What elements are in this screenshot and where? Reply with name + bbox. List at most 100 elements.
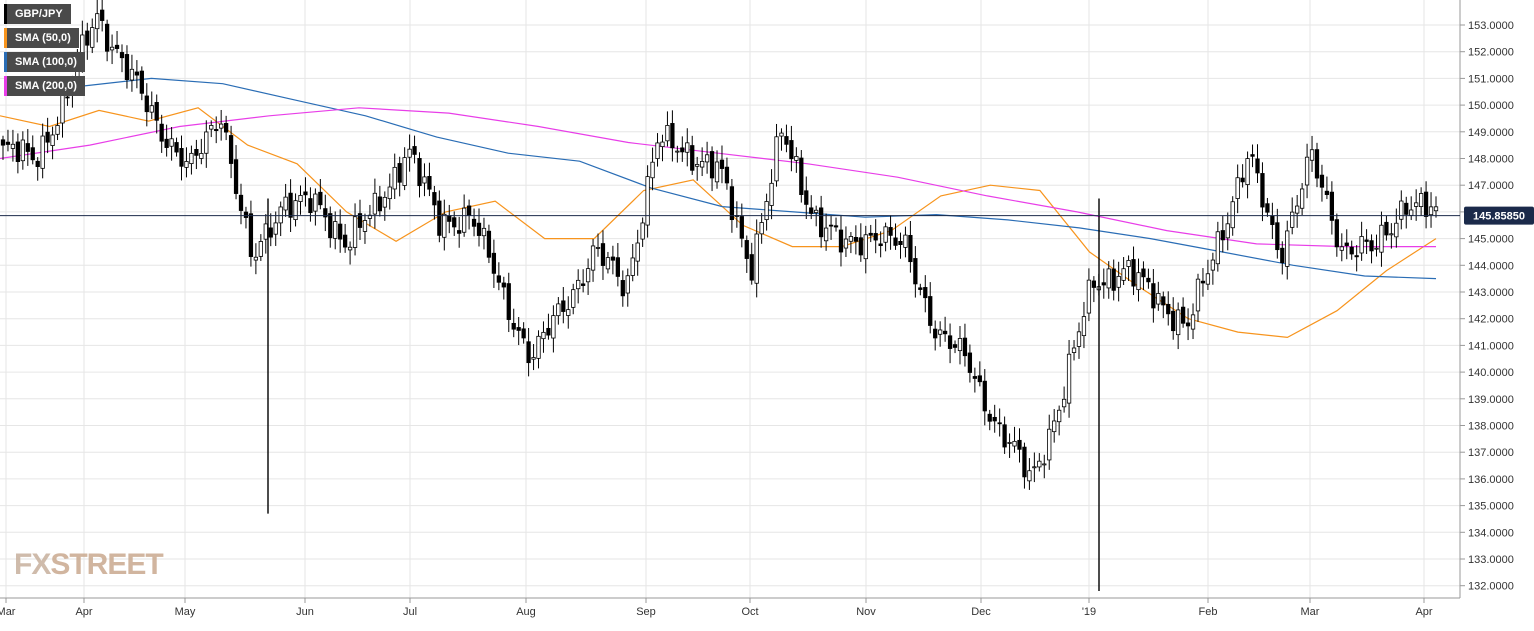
candle — [104, 19, 110, 62]
candle-body — [1314, 149, 1320, 179]
candle-body — [893, 237, 898, 246]
candle-body — [759, 222, 764, 235]
candle — [645, 165, 650, 238]
candle — [1295, 194, 1300, 228]
candle — [338, 209, 343, 253]
candle-body — [471, 218, 477, 227]
candle-body — [1240, 177, 1245, 183]
candle — [481, 217, 487, 250]
candle-body — [863, 234, 868, 260]
candle — [1171, 297, 1176, 340]
candle-body — [466, 205, 472, 216]
x-tick-label: Apr — [1415, 606, 1432, 618]
candle-body — [1205, 273, 1211, 285]
candle-body — [144, 95, 149, 113]
candle-body — [541, 331, 546, 340]
candle-body — [204, 131, 209, 154]
candle — [1280, 241, 1285, 275]
candle — [1126, 255, 1131, 281]
candle — [779, 128, 784, 151]
candle — [1260, 162, 1265, 222]
candle — [184, 147, 189, 178]
candle — [15, 133, 21, 174]
candle-body — [1141, 268, 1146, 278]
candle-body — [303, 191, 308, 196]
y-tick-label: 145.0000 — [1468, 234, 1514, 246]
candle — [1255, 144, 1260, 184]
candle — [823, 213, 829, 251]
candle — [556, 297, 561, 325]
candle-body — [352, 216, 358, 248]
candle-body — [719, 159, 725, 169]
candle-body — [233, 159, 239, 194]
candle-body — [219, 123, 224, 129]
candle — [50, 126, 55, 160]
candle-body — [576, 279, 581, 290]
candle-body — [888, 227, 893, 236]
candle — [819, 195, 824, 248]
candle-body — [1101, 282, 1106, 286]
legend-sma50-label: SMA (50,0) — [15, 32, 71, 44]
candle-body — [169, 138, 174, 147]
candle — [288, 179, 293, 232]
candle-body — [1433, 206, 1439, 212]
candle — [774, 123, 779, 187]
candle — [1374, 234, 1379, 257]
candle-body — [600, 243, 606, 266]
candle-body — [1126, 260, 1131, 267]
candle — [918, 283, 923, 296]
candle — [1076, 322, 1082, 359]
candle-body — [1195, 278, 1201, 312]
candle-body — [1166, 303, 1171, 315]
candle — [838, 215, 844, 267]
candle-body — [1176, 309, 1181, 336]
candle — [174, 137, 179, 157]
candle-body — [764, 201, 769, 221]
candle-body — [283, 196, 288, 211]
candle-body — [1071, 347, 1077, 353]
candle-body — [1017, 439, 1022, 450]
candle — [729, 178, 735, 233]
candle — [908, 221, 913, 273]
legend-item-sma50[interactable]: SMA (50,0) — [4, 28, 79, 48]
candle — [422, 163, 427, 197]
candle-body — [1151, 283, 1156, 309]
candle-body — [1354, 255, 1359, 258]
candle — [278, 201, 283, 237]
candle-body — [263, 223, 268, 240]
candle-body — [189, 152, 194, 165]
candle-body — [1106, 268, 1111, 289]
candle — [1369, 234, 1374, 264]
candle — [938, 321, 943, 347]
candle-body — [685, 142, 690, 153]
legend-item-sma200[interactable]: SMA (200,0) — [4, 76, 85, 96]
candle — [928, 282, 933, 334]
candle-body — [823, 227, 829, 242]
candle — [670, 110, 675, 162]
candle-body — [977, 375, 982, 383]
x-tick-label: Nov — [856, 606, 876, 618]
candle-body — [1359, 236, 1364, 254]
candle-body — [938, 329, 943, 335]
candle — [923, 275, 928, 313]
candle-body — [40, 135, 45, 169]
legend-item-sma100[interactable]: SMA (100,0) — [4, 52, 85, 72]
candle — [566, 296, 571, 329]
candle-body — [1076, 331, 1082, 347]
candle-body — [372, 192, 378, 215]
candle-body — [645, 176, 650, 226]
candle-body — [278, 206, 283, 224]
candle — [1180, 297, 1186, 328]
candle — [1195, 273, 1201, 322]
y-tick-label: 141.0000 — [1468, 340, 1514, 352]
candle-body — [149, 105, 154, 113]
candle — [650, 147, 655, 191]
candle — [1433, 196, 1439, 218]
legend-item-symbol[interactable]: GBP/JPY — [4, 4, 71, 24]
candle — [427, 162, 432, 197]
candle-body — [1230, 201, 1235, 229]
candle — [20, 131, 25, 170]
candle-body — [501, 282, 506, 288]
candle-body — [923, 287, 928, 299]
candle — [521, 322, 526, 344]
